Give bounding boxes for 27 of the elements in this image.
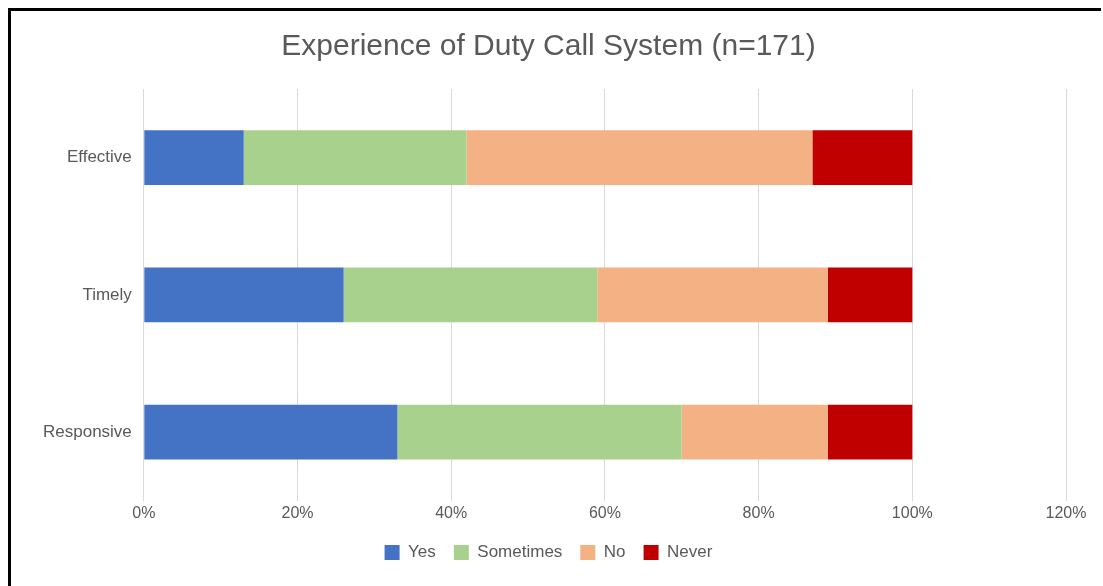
x-tick-label: 20%	[281, 503, 314, 521]
bar	[243, 130, 467, 186]
x-tick-label: 80%	[742, 503, 775, 521]
y-tick-label: Responsive	[43, 421, 132, 441]
x-tick-label: 0%	[132, 503, 156, 521]
x-tick-label: 100%	[891, 503, 933, 521]
legend-label: Yes	[408, 542, 436, 562]
y-tick-label: Effective	[66, 147, 132, 167]
y-tick-label: Timely	[82, 284, 133, 304]
bar	[397, 404, 682, 460]
bar	[144, 267, 344, 323]
x-tick-label: 120%	[1045, 503, 1087, 521]
bar	[144, 130, 244, 186]
legend-label: No	[603, 542, 626, 562]
bar	[827, 267, 913, 323]
x-tick-label: 60%	[588, 503, 621, 521]
x-tick-label: 40%	[435, 503, 468, 521]
bar	[597, 267, 828, 323]
bar	[812, 130, 913, 186]
bar	[144, 404, 398, 460]
bar	[681, 404, 828, 460]
legend-label: Sometimes	[477, 542, 563, 562]
legend-label: Never	[667, 542, 713, 562]
bar	[827, 404, 913, 460]
chart-title: Experience of Duty Call System (n=171)	[281, 28, 816, 62]
bar	[343, 267, 598, 323]
bar	[466, 130, 813, 186]
